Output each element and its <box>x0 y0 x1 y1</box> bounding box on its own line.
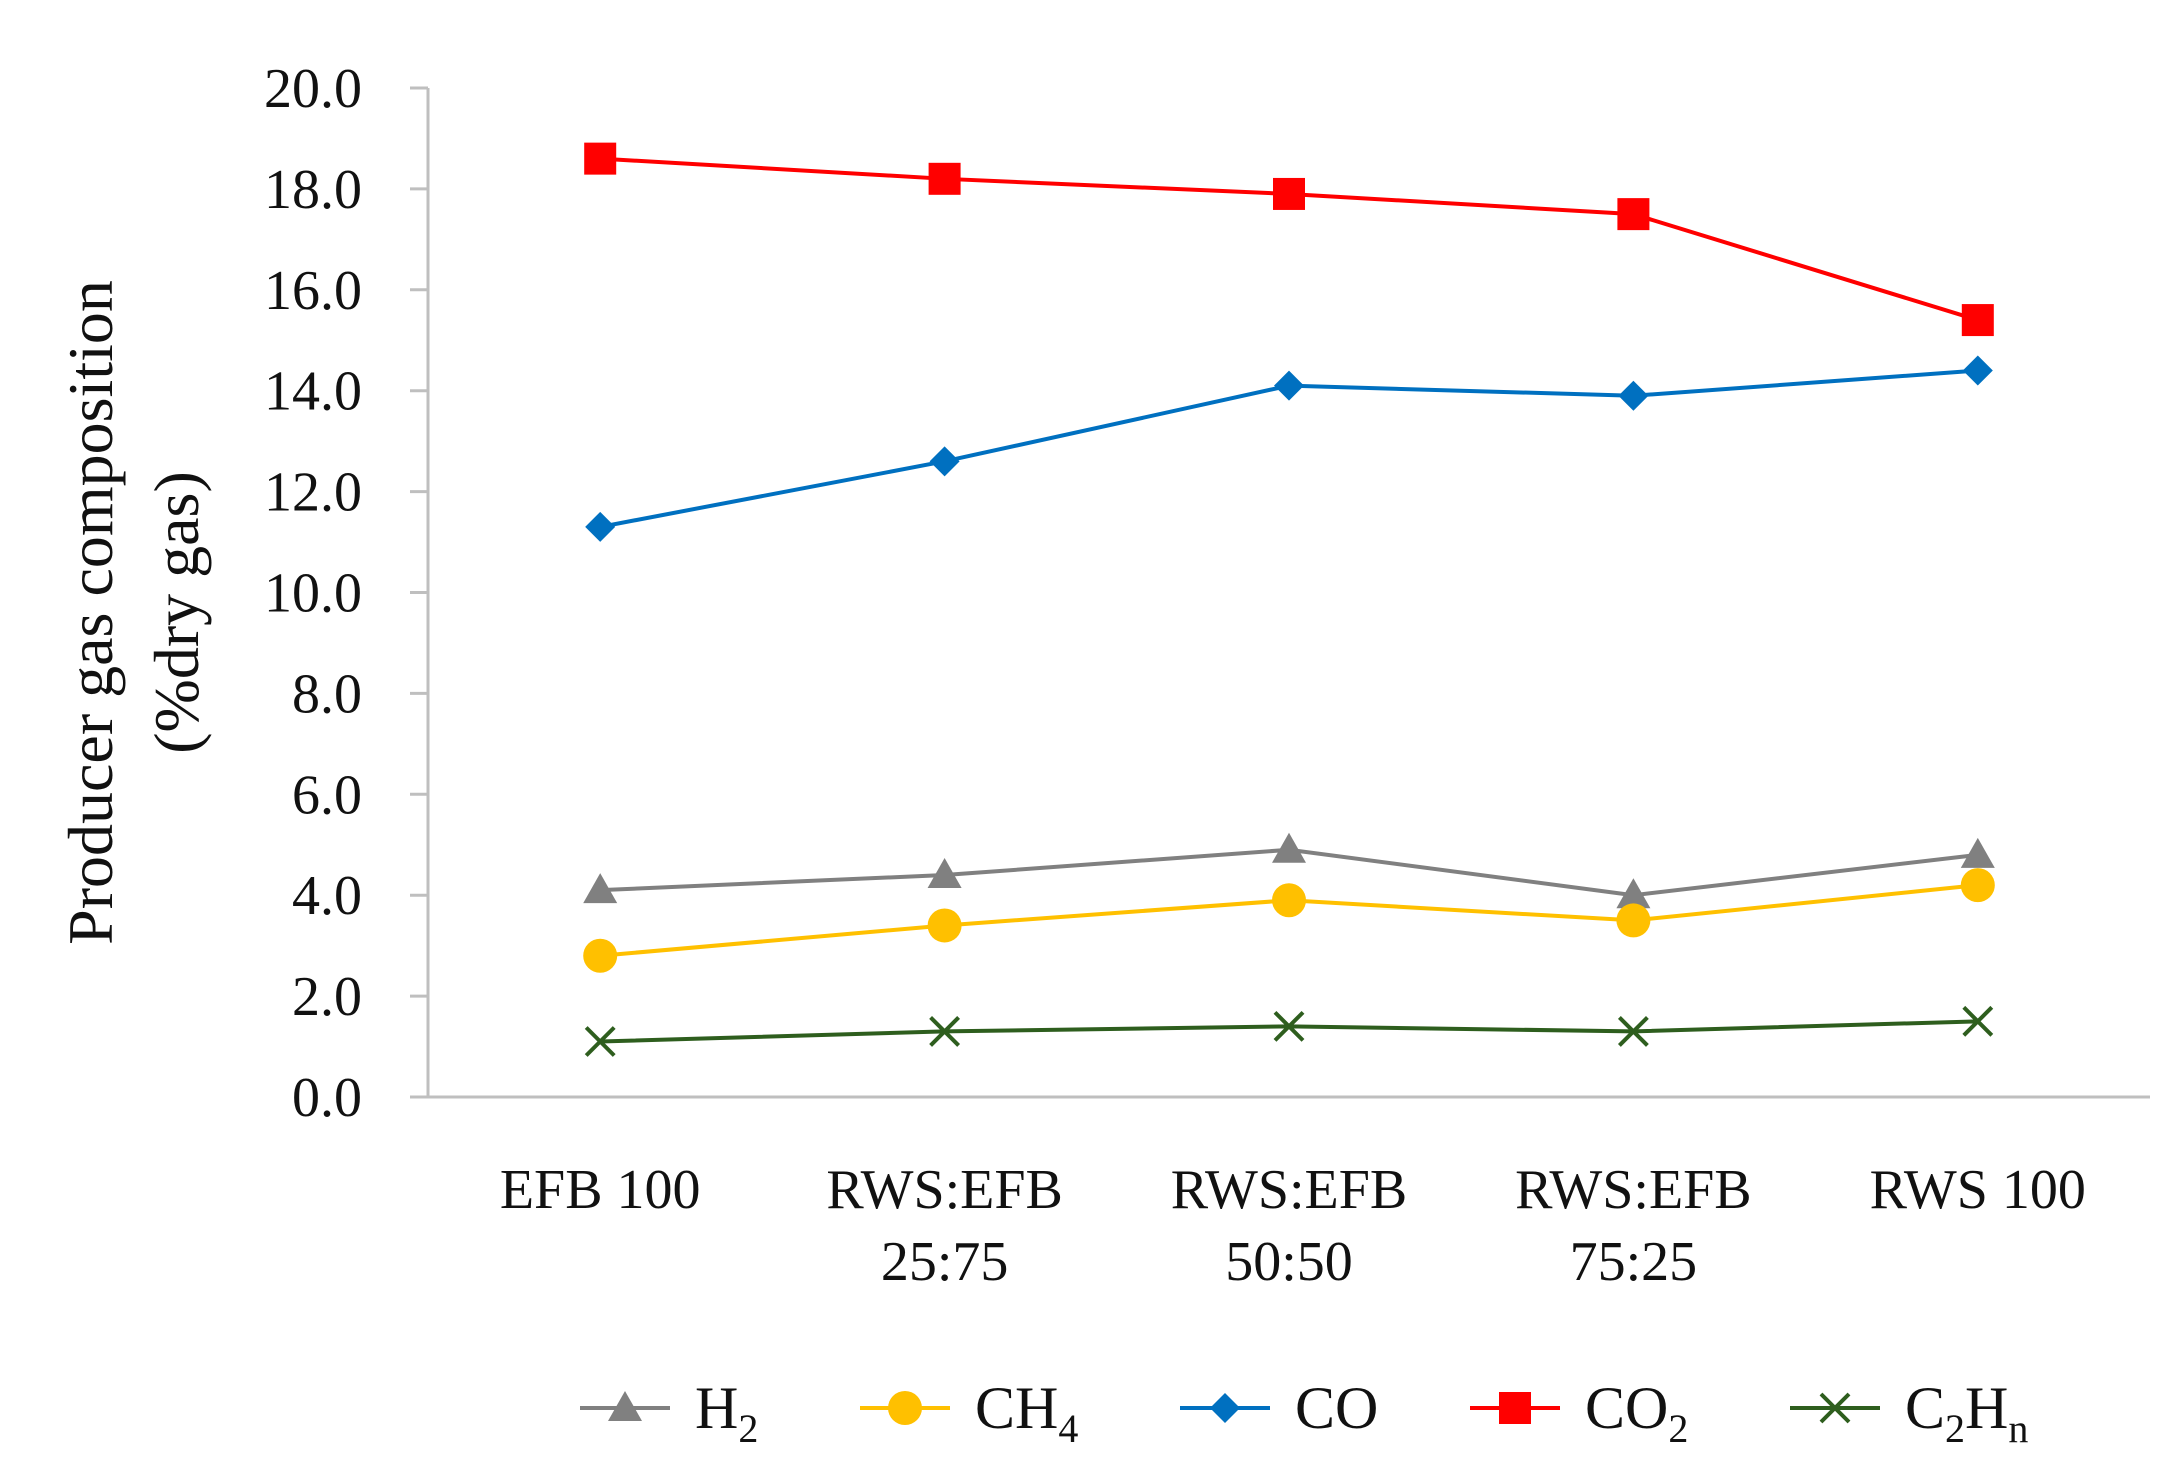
x-tick-label: 25:75 <box>881 1231 1009 1293</box>
data-point-CO <box>1618 380 1649 411</box>
x-tick-label: RWS:EFB <box>1515 1159 1752 1221</box>
data-point-H2 <box>583 873 618 904</box>
data-point-CO2 <box>1961 304 1994 337</box>
data-point-CH4 <box>1616 903 1651 938</box>
data-point-H2 <box>1272 832 1306 863</box>
data-point-CO <box>929 446 960 477</box>
legend-item-H2: H2 <box>580 1375 758 1451</box>
series-CO <box>585 355 1993 542</box>
y-tick-label: 2.0 <box>292 966 362 1028</box>
y-tick-label: 14.0 <box>264 361 362 423</box>
y-tick-label: 18.0 <box>264 159 362 221</box>
series-CH4 <box>583 868 1995 973</box>
data-point-H2 <box>1960 837 1995 868</box>
data-point-H2 <box>1616 878 1651 909</box>
axes: 0.0 2.0 4.0 6.0 8.0 10.0 12.0 14.0 16.0 18.0 20.0 P… <box>55 58 2150 1293</box>
data-point-CO2 <box>1273 177 1305 210</box>
legend-item-CH4: CH4 <box>860 1375 1078 1451</box>
legend-marker <box>1819 1392 1851 1424</box>
y-tick-label: 12.0 <box>264 462 362 524</box>
data-point-C2Hn <box>1273 1010 1305 1042</box>
legend-label: H2 <box>695 1375 758 1451</box>
data-point-CO <box>1274 370 1304 401</box>
x-tick-label: RWS:EFB <box>1171 1159 1408 1221</box>
legend-item-C2Hn: C2Hn <box>1790 1375 2028 1451</box>
data-point-CH4 <box>1272 883 1306 918</box>
legend-marker <box>888 1391 922 1425</box>
legend-marker <box>608 1391 642 1421</box>
y-tick-label: 10.0 <box>264 563 362 625</box>
series-H2 <box>583 832 1995 909</box>
data-point-CO2 <box>928 162 961 195</box>
y-axis-title: Producer gas composition (%dry gas) <box>55 280 212 945</box>
legend-label: CO <box>1295 1375 1378 1441</box>
legend-label: CO2 <box>1585 1375 1688 1451</box>
data-point-C2Hn <box>929 1015 961 1047</box>
x-tick-label: 50:50 <box>1225 1231 1353 1293</box>
data-point-C2Hn <box>1617 1015 1649 1047</box>
data-point-CO <box>585 511 616 542</box>
data-point-C2Hn <box>584 1026 616 1057</box>
series-layer <box>583 142 1995 1057</box>
legend-label: CH4 <box>975 1375 1078 1451</box>
data-point-CH4 <box>583 938 618 973</box>
data-point-H2 <box>927 858 962 889</box>
legend-label: C2Hn <box>1905 1375 2028 1451</box>
data-point-C2Hn <box>1962 1005 1994 1037</box>
data-point-CO <box>1962 355 1993 386</box>
x-tick-label: 75:25 <box>1570 1231 1698 1293</box>
y-tick-label: 20.0 <box>264 58 362 120</box>
series-CO2 <box>584 142 1994 337</box>
series-C2Hn <box>584 1005 1994 1057</box>
legend-item-CO2: CO2 <box>1470 1375 1688 1451</box>
legend-item-CO: CO <box>1180 1375 1378 1441</box>
x-tick-label: RWS 100 <box>1870 1159 2086 1221</box>
x-tick-label: RWS:EFB <box>826 1159 1063 1221</box>
y-tick-label: 16.0 <box>264 260 362 322</box>
y-tick-label: 4.0 <box>292 865 362 927</box>
x-tick-label: EFB 100 <box>500 1159 701 1221</box>
y-tick-label: 8.0 <box>292 663 362 725</box>
legend-marker <box>1499 1392 1531 1424</box>
y-tick-label: 6.0 <box>292 764 362 826</box>
data-point-CO2 <box>584 142 617 175</box>
legend: H2 CH4 CO CO2 C2Hn <box>580 1375 2028 1451</box>
legend-marker <box>1210 1393 1240 1423</box>
data-point-CH4 <box>927 908 962 943</box>
data-point-CH4 <box>1960 868 1995 903</box>
data-point-CO2 <box>1617 198 1650 231</box>
y-tick-label: 0.0 <box>292 1067 362 1129</box>
